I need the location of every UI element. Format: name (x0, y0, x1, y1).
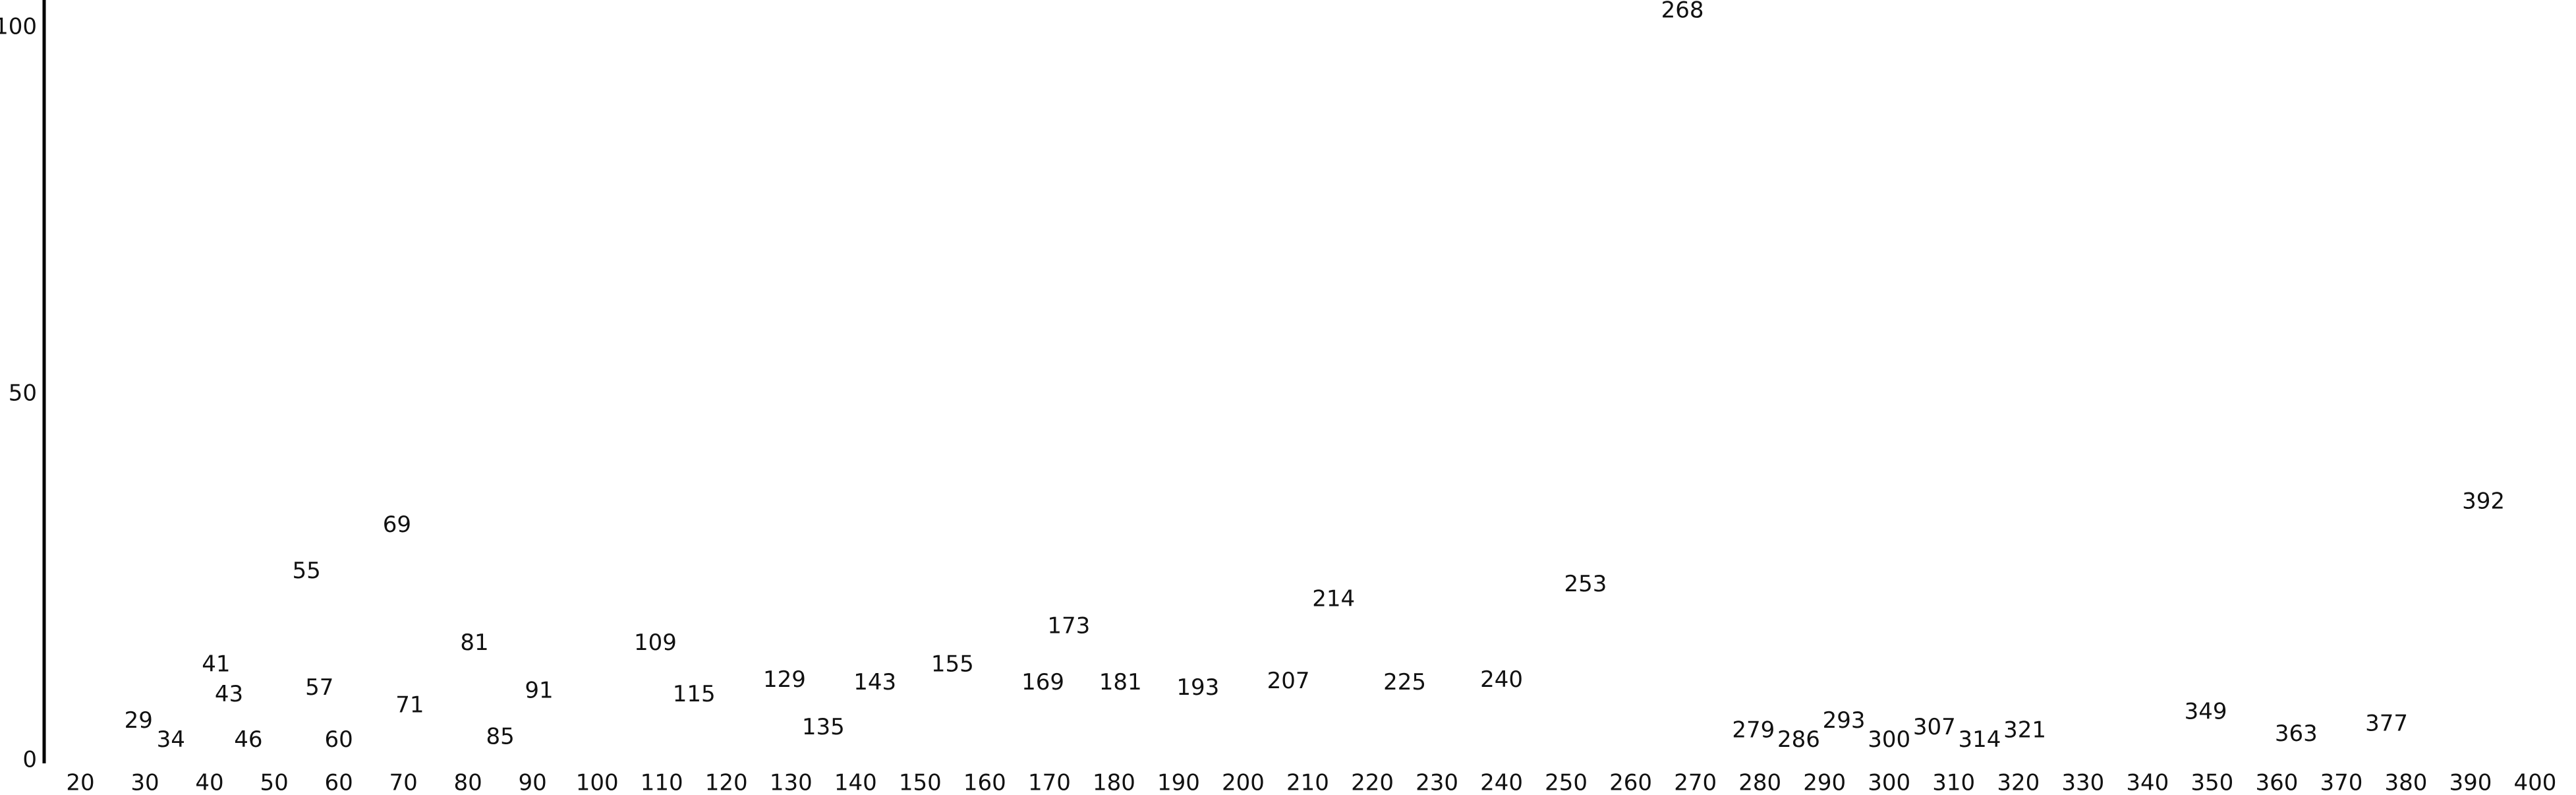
x-tick-label: 60 (324, 770, 353, 795)
x-tick-label: 40 (195, 770, 223, 795)
peak-label: 392 (2462, 488, 2505, 515)
x-tick-label: 50 (260, 770, 288, 795)
x-tick-label: 220 (1351, 770, 1394, 795)
x-tick-label: 240 (1480, 770, 1523, 795)
peak-label: 349 (2185, 699, 2227, 725)
peak-label: 57 (305, 674, 333, 701)
y-tick-label: 50 (9, 380, 37, 407)
peak-label: 286 (1777, 726, 1820, 753)
y-tick-label: 0 (22, 747, 37, 773)
x-tick-label: 130 (770, 770, 813, 795)
x-tick-label: 310 (1932, 770, 1975, 795)
peak-label: 85 (486, 723, 515, 750)
x-tick-label: 100 (576, 770, 619, 795)
peak-label: 307 (1913, 714, 1956, 740)
x-tick-label: 350 (2190, 770, 2233, 795)
peak-label: 29 (125, 707, 153, 734)
peak-label: 55 (292, 558, 320, 584)
y-tick-label: 100 (0, 14, 37, 40)
peak-label: 279 (1732, 717, 1775, 743)
x-tick-label: 120 (705, 770, 748, 795)
peak-label: 214 (1312, 585, 1355, 612)
x-tick-label: 170 (1028, 770, 1071, 795)
x-tick-label: 360 (2255, 770, 2298, 795)
x-tick-label: 140 (834, 770, 877, 795)
peak-label: 143 (853, 669, 896, 695)
peak-label: 268 (1661, 0, 1704, 24)
peak-label: 225 (1383, 669, 1426, 695)
peak-label: 41 (202, 651, 230, 677)
peak-label: 314 (1959, 726, 2001, 753)
x-tick-label: 340 (2126, 770, 2169, 795)
x-tick-label: 90 (519, 770, 547, 795)
x-tick-label: 260 (1609, 770, 1652, 795)
x-tick-label: 250 (1545, 770, 1588, 795)
peak-label: 34 (157, 726, 185, 753)
peak-label: 60 (324, 726, 353, 753)
peak-label: 363 (2275, 721, 2318, 747)
peak-label: 46 (234, 726, 262, 753)
x-tick-label: 190 (1157, 770, 1200, 795)
x-tick-label: 300 (1868, 770, 1910, 795)
x-tick-label: 70 (389, 770, 417, 795)
peak-label: 300 (1868, 726, 1910, 753)
peak-label: 43 (215, 681, 243, 707)
peak-label: 91 (525, 677, 553, 703)
peak-label: 71 (395, 692, 424, 719)
x-tick-label: 280 (1738, 770, 1781, 795)
peak-label: 135 (802, 714, 845, 740)
peak-label: 193 (1176, 674, 1219, 701)
peak-label: 321 (2003, 717, 2046, 743)
x-tick-label: 30 (130, 770, 159, 795)
x-tick-label: 200 (1222, 770, 1265, 795)
x-tick-label: 330 (2061, 770, 2104, 795)
x-tick-label: 320 (1997, 770, 2040, 795)
x-tick-label: 400 (2514, 770, 2557, 795)
peak-label: 240 (1480, 666, 1523, 693)
x-tick-label: 150 (899, 770, 942, 795)
x-tick-label: 160 (963, 770, 1006, 795)
x-tick-label: 270 (1674, 770, 1717, 795)
x-tick-label: 20 (66, 770, 94, 795)
peak-label: 109 (634, 630, 677, 656)
x-tick-label: 290 (1803, 770, 1846, 795)
peak-label: 155 (931, 651, 974, 677)
x-tick-label: 180 (1093, 770, 1135, 795)
peak-label: 173 (1047, 613, 1090, 639)
peak-label: 253 (1564, 571, 1607, 597)
x-tick-label: 110 (641, 770, 683, 795)
peak-label: 129 (763, 666, 806, 693)
peak-label: 81 (460, 630, 488, 656)
x-tick-label: 370 (2320, 770, 2362, 795)
peak-label: 377 (2365, 710, 2408, 736)
peak-label: 169 (1021, 669, 1064, 695)
x-tick-label: 390 (2449, 770, 2492, 795)
peak-label: 293 (1823, 707, 1866, 734)
peak-label: 69 (383, 512, 411, 538)
x-tick-label: 80 (454, 770, 482, 795)
x-tick-label: 230 (1416, 770, 1458, 795)
peak-label: 115 (673, 681, 716, 707)
peak-label: 207 (1267, 668, 1310, 694)
peak-label: 181 (1099, 669, 1142, 695)
x-tick-label: 380 (2384, 770, 2427, 795)
x-tick-label: 210 (1286, 770, 1329, 795)
